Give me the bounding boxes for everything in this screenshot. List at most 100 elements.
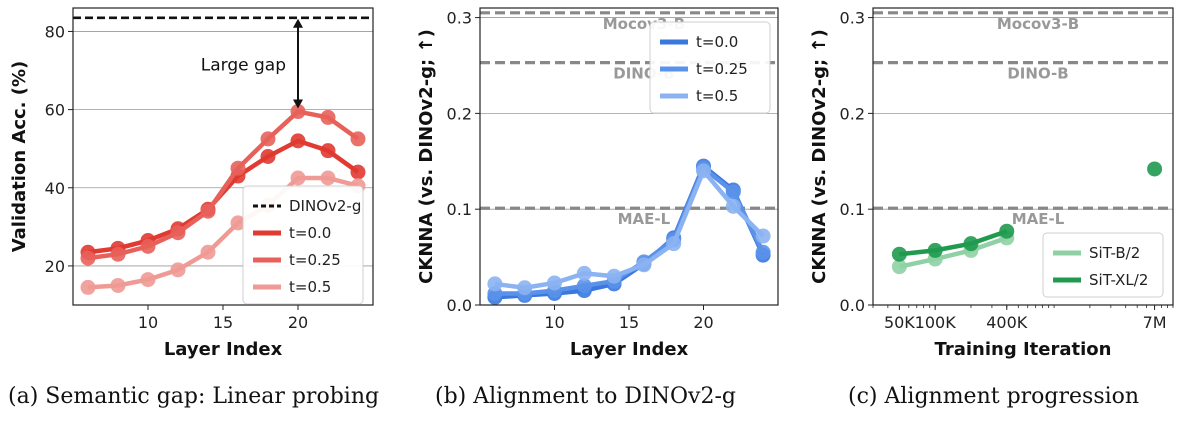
legend-box xyxy=(242,185,364,305)
x-axis-label: Layer Index xyxy=(570,339,689,360)
gap-annotation: Large gap xyxy=(201,56,286,76)
chart-panel-progression: Mocov3-B DINO-B MAE-L 0.0 0.1 0.2 0.3 50K 100K 40… xyxy=(800,0,1189,380)
x-tick-label: 100K xyxy=(915,313,957,332)
chart-panel-alignment: Mocov3-B DINO-B MAE-L 0.0 0.1 0.2 0.3 10 15 20 Lay… xyxy=(400,0,800,380)
data-point xyxy=(290,133,306,149)
data-point xyxy=(666,236,682,252)
data-point xyxy=(140,238,156,254)
y-tick-label: 0.3 xyxy=(447,9,472,28)
data-point xyxy=(80,250,96,266)
legend-label: t=0.25 xyxy=(289,251,341,269)
data-point xyxy=(891,246,907,262)
data-point xyxy=(487,276,503,292)
data-point xyxy=(606,268,622,284)
legend-label: SiT-B/2 xyxy=(1089,244,1140,262)
y-axis-label: CKNNA (vs. DINOv2-g; ↑) xyxy=(809,29,830,284)
legend-label: DINOv2-g xyxy=(289,197,361,215)
y-tick-label: 80 xyxy=(45,22,65,41)
legend-label: t=0.5 xyxy=(289,278,331,296)
y-tick-label: 0.2 xyxy=(840,104,865,123)
y-axis-label: Validation Acc. (%) xyxy=(9,61,30,253)
linear-probing-chart: 20 40 60 80 10 15 20 Layer Index Validation Acc.… xyxy=(9,7,374,360)
x-tick-label: 20 xyxy=(288,313,308,332)
data-point xyxy=(927,242,943,258)
gap-arrowhead-bottom xyxy=(293,99,303,109)
y-tick-label: 0.3 xyxy=(840,9,865,28)
data-point xyxy=(290,104,306,120)
data-point xyxy=(891,259,907,275)
caption-linear-probing: (a) Semantic gap: Linear probing xyxy=(8,384,380,409)
y-tick-label: 60 xyxy=(45,101,65,120)
progression-chart: Mocov3-B DINO-B MAE-L 0.0 0.1 0.2 0.3 50K 100K 40… xyxy=(809,7,1174,360)
data-point xyxy=(1147,161,1163,177)
x-tick-label: 10 xyxy=(138,313,158,332)
legend-label: t=0.25 xyxy=(696,60,748,78)
data-point xyxy=(320,143,336,159)
data-point xyxy=(230,215,246,231)
data-point xyxy=(636,257,652,273)
series-line xyxy=(899,229,1008,257)
y-tick-label: 20 xyxy=(45,257,65,276)
x-axis-label: Layer Index xyxy=(164,339,283,360)
x-tick-label: 10 xyxy=(544,313,564,332)
y-tick-label: 0.2 xyxy=(447,104,472,123)
data-point xyxy=(170,225,186,241)
series-line xyxy=(494,168,765,291)
x-tick-label: 20 xyxy=(693,313,713,332)
data-point xyxy=(755,244,771,260)
series-line xyxy=(87,175,359,290)
caption-alignment: (b) Alignment to DINOv2-g xyxy=(435,384,736,409)
data-point xyxy=(140,272,156,288)
series-line xyxy=(898,235,1008,269)
data-point xyxy=(350,164,366,180)
data-point xyxy=(517,280,533,296)
data-point xyxy=(320,170,336,186)
data-point xyxy=(80,279,96,295)
x-tick-label: 15 xyxy=(619,313,639,332)
data-point xyxy=(350,131,366,147)
x-tick-label: 400K xyxy=(986,313,1028,332)
x-tick-label: 50K xyxy=(884,313,915,332)
data-point xyxy=(320,109,336,125)
data-point xyxy=(696,163,711,179)
plot-frame xyxy=(872,7,1174,306)
reference-line-label: MAE-L xyxy=(1012,210,1065,228)
data-point xyxy=(260,131,276,147)
y-tick-label: 0.0 xyxy=(447,296,472,315)
data-point xyxy=(290,170,306,186)
data-point xyxy=(725,198,741,214)
data-point xyxy=(170,262,186,278)
data-point xyxy=(200,244,216,260)
data-point xyxy=(963,236,979,252)
y-tick-label: 0.1 xyxy=(840,200,865,219)
data-point xyxy=(999,223,1015,239)
data-point xyxy=(576,265,592,281)
caption-progression: (c) Alignment progression xyxy=(848,384,1140,409)
data-point xyxy=(755,228,771,244)
data-point xyxy=(547,275,562,291)
y-tick-label: 40 xyxy=(45,179,65,198)
data-point xyxy=(110,277,126,293)
legend-label: t=0.0 xyxy=(696,33,738,51)
legend-box xyxy=(649,21,771,114)
data-point xyxy=(260,149,276,164)
y-tick-label: 0.0 xyxy=(840,296,865,315)
data-point xyxy=(110,246,126,262)
data-point xyxy=(576,278,592,294)
reference-line-label: MAE-L xyxy=(618,210,671,228)
gap-arrowhead-top xyxy=(293,18,303,28)
legend-label: t=0.5 xyxy=(696,87,738,105)
y-tick-label: 0.1 xyxy=(447,200,472,219)
x-axis-label: Training Iteration xyxy=(935,339,1112,360)
legend-label: t=0.0 xyxy=(289,224,331,242)
legend-label: SiT-XL/2 xyxy=(1089,271,1148,289)
data-point xyxy=(725,184,741,200)
data-point xyxy=(230,160,246,176)
reference-line-label: Mocov3-B xyxy=(997,15,1079,33)
reference-line-label: DINO-B xyxy=(1007,65,1068,83)
x-tick-label: 15 xyxy=(213,313,233,332)
chart-panel-linear-probing: 20 40 60 80 10 15 20 Layer Index Validation Acc.… xyxy=(0,0,400,380)
series-line xyxy=(87,109,360,261)
x-tick-label: 7M xyxy=(1143,313,1167,332)
